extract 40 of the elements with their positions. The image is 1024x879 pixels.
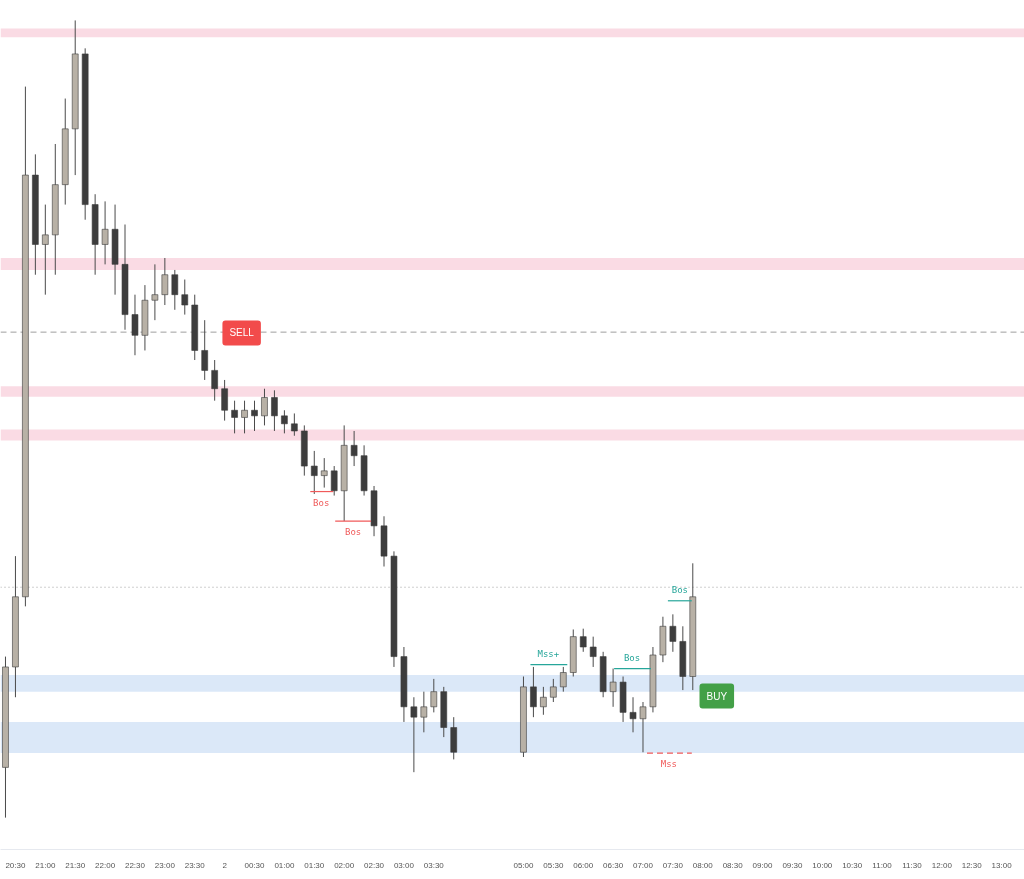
x-tick-label: 22:00 xyxy=(95,860,116,870)
x-tick-label: 01:00 xyxy=(274,860,295,870)
x-tick-label: 09:00 xyxy=(752,860,774,870)
x-tick-label: 06:30 xyxy=(603,860,624,870)
x-tick-label: 08:30 xyxy=(722,860,744,870)
x-tick-label: 08:00 xyxy=(692,860,714,870)
x-tick-label: 23:30 xyxy=(184,860,206,870)
x-tick-label: 11:30 xyxy=(902,860,923,870)
annotation: Bos xyxy=(623,652,641,663)
x-tick-label: 11:00 xyxy=(872,860,893,870)
x-tick-label: 00:30 xyxy=(244,860,266,870)
annotation: Bos xyxy=(344,527,362,538)
x-tick-label: 23:00 xyxy=(154,860,176,870)
x-tick-label: 07:30 xyxy=(662,860,684,870)
x-tick-label: 12:00 xyxy=(931,860,953,870)
x-tick-label: 02:00 xyxy=(334,860,355,870)
x-tick-label: 13:00 xyxy=(991,860,1013,870)
x-tick-label: 20:30 xyxy=(5,860,26,870)
x-tick-label: 03:00 xyxy=(393,860,415,870)
x-tick-label: 22:30 xyxy=(124,860,146,870)
x-tick-label: 12:30 xyxy=(961,860,983,870)
x-tick-label: 07:00 xyxy=(632,860,654,870)
x-tick-label: 2 xyxy=(222,860,228,870)
annotation: BUY xyxy=(706,690,728,702)
x-tick-label: 10:30 xyxy=(842,860,863,870)
annotation: Mss xyxy=(660,759,678,770)
x-tick-label: 10:00 xyxy=(812,860,833,870)
x-tick-label: 06:00 xyxy=(573,860,594,870)
x-tick-label: 21:30 xyxy=(65,860,86,870)
annotation: Bos xyxy=(671,584,688,595)
x-tick-label: 05:00 xyxy=(513,860,535,870)
annotation: Bos xyxy=(313,497,330,508)
x-tick-label: 21:00 xyxy=(35,860,56,870)
x-tick-label: 01:30 xyxy=(304,860,325,870)
annotation: Mss+ xyxy=(537,648,560,659)
x-tick-label: 05:30 xyxy=(543,860,564,870)
x-tick-label: 03:30 xyxy=(423,860,445,870)
x-tick-label: 09:30 xyxy=(782,860,803,870)
annotation: SELL xyxy=(229,327,255,339)
x-tick-label: 02:30 xyxy=(364,860,385,870)
